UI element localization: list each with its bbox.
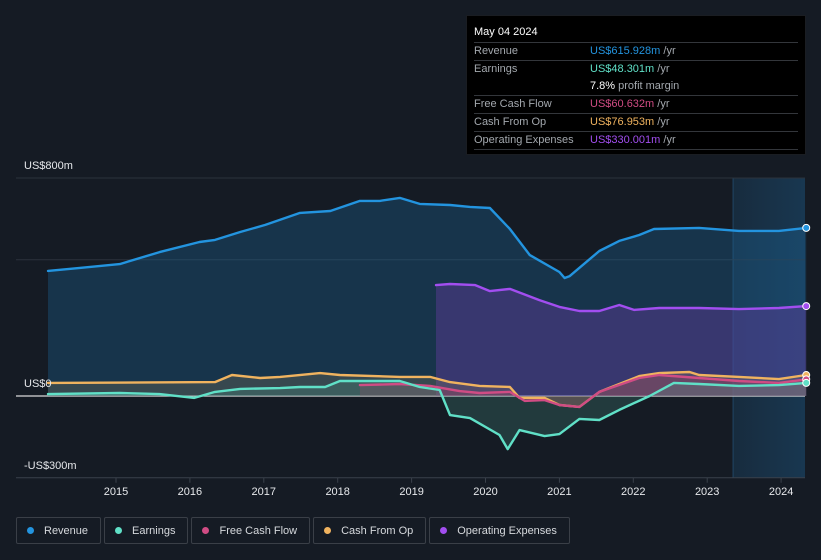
free-cash-flow-dot-icon — [202, 527, 210, 534]
tooltip-panel: May 04 2024 Revenue US$615.928m /yr Earn… — [466, 15, 806, 155]
tooltip-value: US$60.632m — [590, 98, 655, 110]
cash-from-op-line — [46, 370, 808, 409]
legend-label: Revenue — [44, 524, 89, 537]
x-tick-label: 2024 — [768, 486, 794, 498]
tooltip-value: US$48.301m — [590, 63, 655, 75]
x-tick-label: 2021 — [547, 486, 572, 498]
tooltip-value: 7.8% — [590, 80, 616, 92]
tooltip-value: US$76.953m — [590, 116, 655, 128]
revenue-line — [46, 196, 808, 280]
legend-item-revenue[interactable]: Revenue — [16, 517, 102, 544]
tooltip-label: Earnings — [474, 63, 518, 75]
cash-from-op-area — [48, 372, 807, 407]
legend-item-earnings[interactable]: Earnings — [104, 517, 189, 544]
operating-expenses-end-marker — [802, 302, 811, 311]
tooltip-label: Revenue — [474, 45, 519, 57]
chart-canvas — [16, 177, 811, 483]
forecast-highlight-region — [733, 178, 805, 478]
operating-expenses-area — [436, 284, 807, 396]
revenue-dot-icon — [27, 527, 34, 534]
y-tick-label-800: US$800m — [24, 160, 73, 172]
x-tick-label: 2019 — [399, 486, 424, 498]
cash-from-op-dot-icon — [324, 527, 332, 534]
operating-expenses-line — [434, 282, 808, 313]
tooltip-unit: /yr — [654, 63, 670, 75]
revenue-end-marker — [802, 223, 811, 232]
tooltip-label: Operating Expenses — [474, 134, 574, 146]
legend-item-free-cash-flow[interactable]: Free Cash Flow — [191, 517, 311, 544]
revenue-area — [48, 197, 807, 396]
y-tick-label-neg300: -US$300m — [24, 460, 77, 472]
legend-label: Earnings — [132, 524, 176, 537]
tooltip-unit: /yr — [654, 98, 670, 110]
earnings-area — [48, 381, 807, 450]
tooltip-row-free-cash-flow: Free Cash Flow US$60.632m /yr — [474, 96, 798, 114]
tooltip-row-profit-margin: 7.8% profit margin — [474, 78, 798, 96]
x-tick-label: 2016 — [177, 486, 203, 498]
legend-item-cash-from-op[interactable]: Cash From Op — [313, 517, 427, 544]
tooltip-row-earnings: Earnings US$48.301m /yr — [474, 61, 798, 78]
legend-label: Operating Expenses — [457, 524, 557, 537]
tooltip-row-operating-expenses: Operating Expenses US$330.001m /yr — [474, 132, 798, 150]
tooltip-unit: /yr — [654, 116, 670, 128]
legend-label: Cash From Op — [341, 524, 414, 537]
legend-label: Free Cash Flow — [219, 524, 298, 537]
tooltip-date: May 04 2024 — [474, 22, 798, 43]
tooltip-unit: /yr — [660, 45, 676, 57]
tooltip-row-cash-from-op: Cash From Op US$76.953m /yr — [474, 114, 798, 132]
legend-item-operating-expenses[interactable]: Operating Expenses — [429, 517, 570, 544]
tooltip-label — [474, 78, 590, 95]
x-tick-label: 2018 — [325, 486, 350, 498]
tooltip-label: Cash From Op — [474, 116, 547, 128]
x-tick-label: 2015 — [103, 486, 129, 498]
chart-legend: Revenue Earnings Free Cash Flow Cash Fro… — [16, 517, 570, 544]
x-tick-label: 2020 — [473, 486, 498, 498]
free-cash-flow-line — [358, 373, 808, 409]
earnings-line — [46, 379, 808, 451]
tooltip-value: US$615.928m — [590, 45, 661, 57]
earnings-end-marker — [802, 378, 811, 387]
tooltip-row-revenue: Revenue US$615.928m /yr — [474, 43, 798, 61]
tooltip-unit: /yr — [660, 134, 676, 146]
x-tick-label: 2023 — [694, 486, 720, 498]
operating-expenses-dot-icon — [440, 527, 448, 534]
earnings-dot-icon — [115, 527, 123, 534]
tooltip-label: Free Cash Flow — [474, 98, 552, 110]
x-tick-label: 2017 — [251, 486, 277, 498]
y-tick-label-0: US$0 — [24, 378, 52, 390]
x-tick-label: 2022 — [621, 486, 646, 498]
tooltip-unit: profit margin — [615, 80, 680, 92]
tooltip-value: US$330.001m — [590, 134, 661, 146]
